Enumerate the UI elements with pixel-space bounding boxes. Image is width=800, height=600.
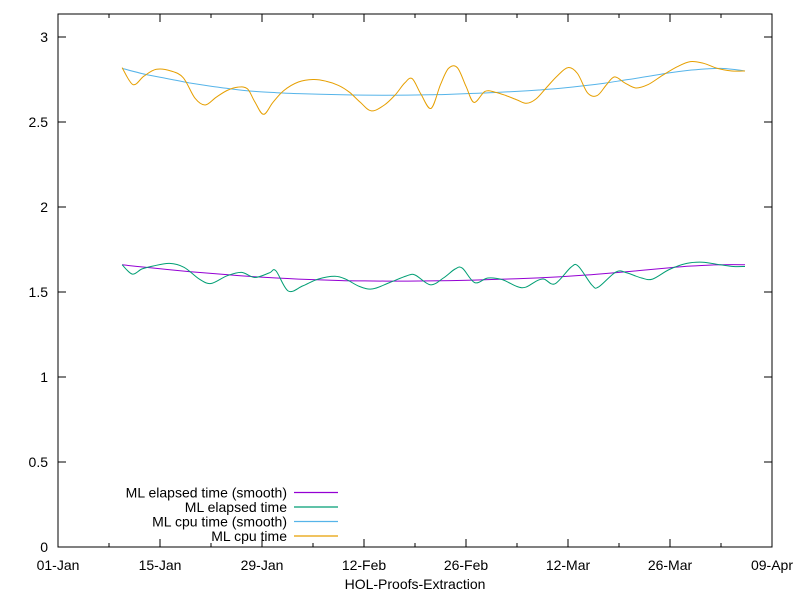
y-tick-label: 3 (40, 29, 48, 45)
legend-label: ML cpu time (211, 528, 287, 544)
legend-label: ML elapsed time (185, 499, 287, 515)
x-tick-label: 12-Mar (546, 557, 591, 573)
series-line-ml-elapsed-time (121, 261, 746, 293)
plot-border (57, 13, 773, 548)
y-tick-label: 2 (40, 199, 48, 215)
x-tick-label: 12-Feb (342, 557, 387, 573)
series-line-ml-elapsed-time-smooth- (122, 264, 746, 282)
x-tick-label: 01-Jan (37, 557, 80, 573)
series-line-ml-cpu-time-smooth- (121, 67, 746, 96)
y-tick-label: 0 (40, 539, 48, 555)
y-tick-label: 0.5 (29, 454, 49, 470)
legend-label: ML cpu time (smooth) (152, 514, 287, 530)
y-tick-label: 1.5 (29, 284, 49, 300)
y-tick-label: 2.5 (29, 114, 49, 130)
x-tick-label: 29-Jan (241, 557, 284, 573)
x-axis-title: HOL-Proofs-Extraction (345, 576, 486, 592)
y-tick-label: 1 (40, 369, 48, 385)
series-line-ml-cpu-time (121, 60, 746, 115)
x-tick-label: 26-Mar (648, 557, 693, 573)
x-tick-label: 26-Feb (444, 557, 489, 573)
x-tick-label: 09-Apr (751, 557, 793, 573)
legend-label: ML elapsed time (smooth) (126, 485, 287, 501)
x-tick-label: 15-Jan (139, 557, 182, 573)
